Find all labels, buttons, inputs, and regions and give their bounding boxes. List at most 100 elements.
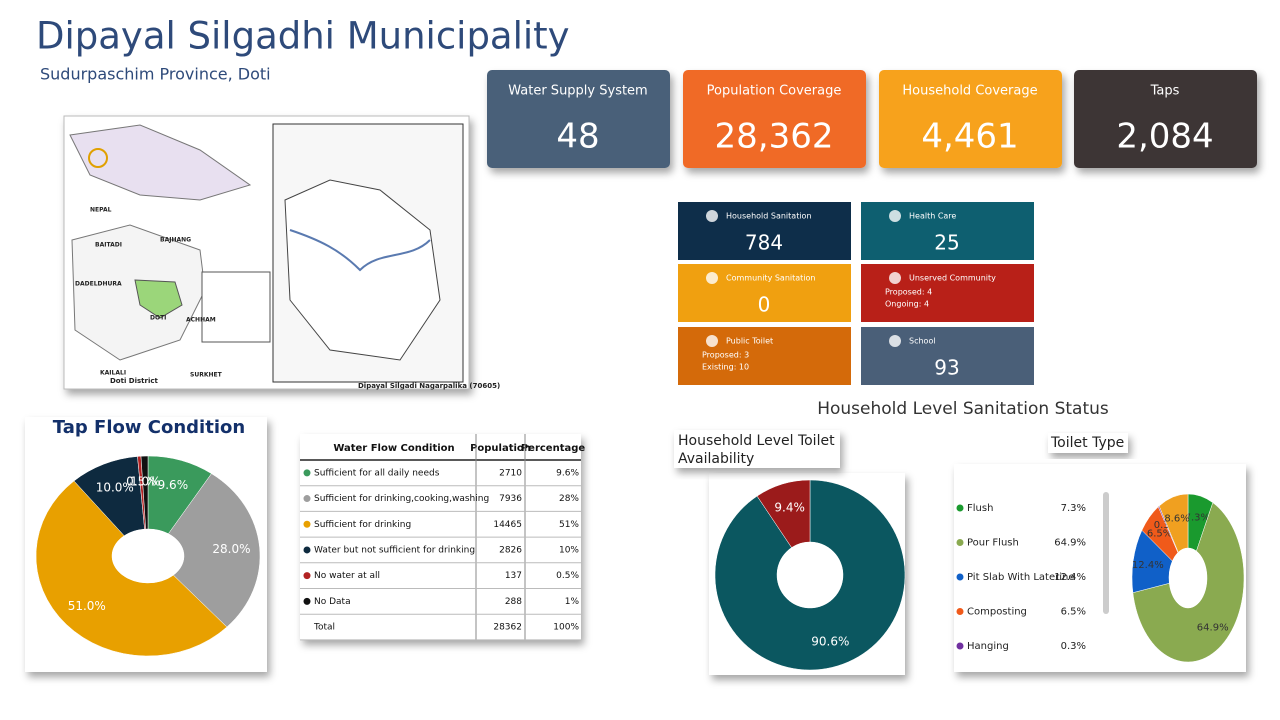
legend-label: Pour Flush <box>967 538 1019 549</box>
title: Dipayal Silgadhi Municipality <box>36 15 570 58</box>
subtitle: Sudurpaschim Province, Doti <box>40 65 271 84</box>
table-cell: No water at all <box>314 571 380 581</box>
kpi-label: Taps <box>1150 84 1180 99</box>
table-cell: Water but not sufficient for drinking <box>314 545 475 555</box>
kpi-label: Population Coverage <box>707 84 842 99</box>
legend-value: 0.3% <box>1061 641 1086 652</box>
tile <box>678 264 851 322</box>
tile-detail: Ongoing: 4 <box>885 300 929 309</box>
tile-icon <box>889 210 901 222</box>
tile <box>861 202 1034 260</box>
legend-label: Hanging <box>967 641 1009 652</box>
table-header: Water Flow Condition <box>333 443 454 454</box>
table-cell: 2826 <box>499 545 522 555</box>
map: NEPAL BAITADI BAJHANG DADELDHURA DOTI ACHHAM K… <box>63 115 500 390</box>
tile-label: School <box>909 337 936 346</box>
map-label: BAJHANG <box>160 237 191 244</box>
tile-value: 93 <box>934 356 959 380</box>
table-cell: 288 <box>505 597 522 607</box>
tile <box>861 327 1034 385</box>
table-cell: 2710 <box>499 468 522 478</box>
tile-icon <box>889 272 901 284</box>
map-label: DOTI <box>150 315 166 322</box>
kpi-value: 48 <box>556 117 599 157</box>
data-label: 8.6% <box>1164 513 1189 524</box>
scrollbar[interactable] <box>1103 492 1109 614</box>
kpi-label: Household Coverage <box>902 84 1037 99</box>
table-cell: 51% <box>559 520 579 530</box>
kpi-card <box>683 70 866 168</box>
pie-slice <box>168 473 261 628</box>
data-label: 51.0% <box>68 599 106 613</box>
legend-label: Composting <box>967 607 1027 618</box>
data-label: 0.3% <box>1154 520 1179 531</box>
table-cell: Sufficient for drinking <box>314 520 411 530</box>
data-label: 28.0% <box>212 542 250 556</box>
tile-label: Community Sanitation <box>726 274 815 283</box>
data-label: 9.6% <box>158 478 189 492</box>
legend-dot <box>303 572 311 580</box>
map-label: KAILALI <box>100 370 126 377</box>
kpi-value: 2,084 <box>1116 117 1213 157</box>
data-label: 10.0% <box>96 481 134 495</box>
tile-icon <box>706 210 718 222</box>
tile-detail: Proposed: 3 <box>702 351 749 360</box>
legend-dot <box>956 539 964 546</box>
data-label: 7.3% <box>1185 513 1210 524</box>
legend-label: Flush <box>967 503 993 514</box>
label-box <box>1048 433 1128 453</box>
pie-hole <box>1169 548 1207 608</box>
data-label: 64.9% <box>1197 623 1229 634</box>
map-label: NEPAL <box>90 207 112 214</box>
data-label: 90.6% <box>811 634 849 648</box>
tile-label: Unserved Community <box>909 274 996 283</box>
tile-label: Household Sanitation <box>726 212 812 221</box>
table-cell: 28362 <box>493 623 522 633</box>
legend-dot <box>956 642 964 650</box>
pie-slice <box>756 479 811 548</box>
table-cell: No Data <box>314 597 351 607</box>
tile <box>678 327 851 385</box>
tile-icon <box>706 335 718 347</box>
table-cell: 14465 <box>493 520 522 530</box>
legend-value: 12.4% <box>1054 572 1086 583</box>
data-label: 1.0% <box>130 474 161 488</box>
tile-value: 0 <box>758 293 771 317</box>
table-cell: 7936 <box>499 494 522 504</box>
table-cell: 137 <box>505 571 522 581</box>
tile-detail: Proposed: 4 <box>885 288 932 297</box>
map-label: DADELDHURA <box>75 281 122 288</box>
data-label: 0.5% <box>126 475 157 489</box>
tile-icon <box>706 272 718 284</box>
table-cell: 9.6% <box>556 468 579 478</box>
tile <box>678 202 851 260</box>
table-cell: 0.5% <box>556 571 579 581</box>
legend-dot <box>303 520 311 528</box>
table-cell: Sufficient for drinking,cooking,washing <box>314 494 489 504</box>
table-cell: 10% <box>559 545 579 555</box>
tile-value: 25 <box>934 231 959 255</box>
table-cell: Sufficient for all daily needs <box>314 468 440 478</box>
table-cell: 1% <box>565 597 580 607</box>
kpi-card <box>879 70 1062 168</box>
legend-dot <box>956 573 964 581</box>
map-label: SURKHET <box>190 372 223 379</box>
table-cell: 100% <box>553 623 579 633</box>
legend-value: 64.9% <box>1054 538 1086 549</box>
section-title: Household Level Sanitation Status <box>817 399 1109 419</box>
tile-value: 784 <box>745 231 783 255</box>
map-label: Dipayal Silgadi Nagarpalika (70605) <box>358 382 500 390</box>
table-header: Population <box>470 443 531 454</box>
table-cell: Total <box>313 623 335 633</box>
map-label: BAITADI <box>95 242 122 249</box>
legend-dot <box>303 469 311 477</box>
kpi-card <box>487 70 670 168</box>
label-box <box>674 430 840 468</box>
data-label: 6.5% <box>1147 528 1172 539</box>
tile-icon <box>889 335 901 347</box>
legend-dot <box>956 504 964 512</box>
data-label: 9.4% <box>774 501 805 515</box>
tile <box>861 264 1034 322</box>
